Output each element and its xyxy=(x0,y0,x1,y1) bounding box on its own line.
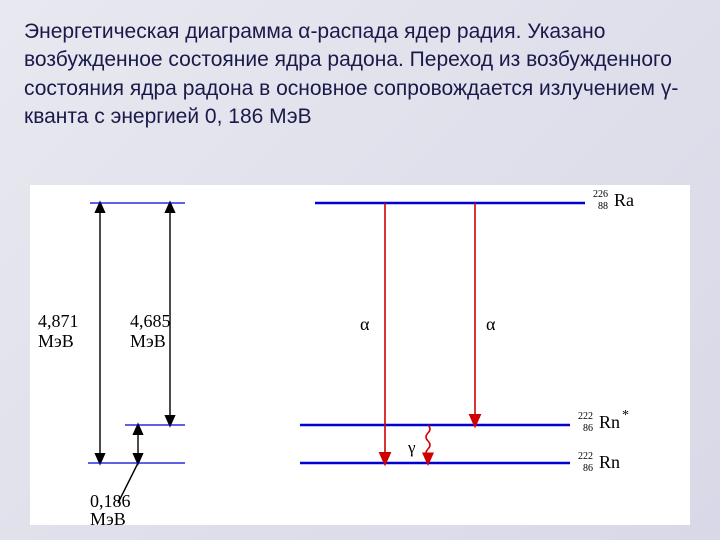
label-e-alpha-unit: МэВ xyxy=(130,331,166,351)
label-e-alpha: 4,685 xyxy=(130,311,171,331)
label-e-total: 4,871 xyxy=(38,311,79,331)
energy-diagram: 4,871 МэВ 4,685 МэВ 0,186 МэВ α α γ 226 … xyxy=(30,185,690,525)
label-alpha-left: α xyxy=(360,314,370,334)
svg-text:Rn: Rn xyxy=(599,412,620,432)
energy-scale-arrows xyxy=(100,206,170,503)
page-title: Энергетическая диаграмма α-распада ядер … xyxy=(0,0,720,141)
svg-text:Rn: Rn xyxy=(599,452,620,472)
gamma-transition xyxy=(426,425,430,460)
svg-text:86: 86 xyxy=(583,423,593,434)
label-gamma: γ xyxy=(407,438,416,457)
svg-text:86: 86 xyxy=(583,463,593,474)
diagram-labels: 4,871 МэВ 4,685 МэВ 0,186 МэВ α α γ 226 … xyxy=(38,189,634,525)
svg-text:222: 222 xyxy=(578,411,593,422)
alpha-transitions xyxy=(385,203,475,460)
energy-levels xyxy=(300,203,585,463)
svg-text:Ra: Ra xyxy=(614,190,634,210)
svg-text:222: 222 xyxy=(578,451,593,462)
svg-text:*: * xyxy=(622,408,629,423)
label-e-gamma-unit: МэВ xyxy=(90,509,126,525)
label-e-total-unit: МэВ xyxy=(38,331,74,351)
label-alpha-right: α xyxy=(486,314,496,334)
nuclide-ra226: 226 88 Ra xyxy=(593,189,634,212)
svg-text:226: 226 xyxy=(593,189,608,200)
nuclide-rn222-ground: 222 86 Rn xyxy=(578,451,620,474)
label-e-gamma: 0,186 xyxy=(90,491,131,511)
svg-text:88: 88 xyxy=(598,201,608,212)
nuclide-rn222-excited: 222 86 Rn * xyxy=(578,408,629,434)
